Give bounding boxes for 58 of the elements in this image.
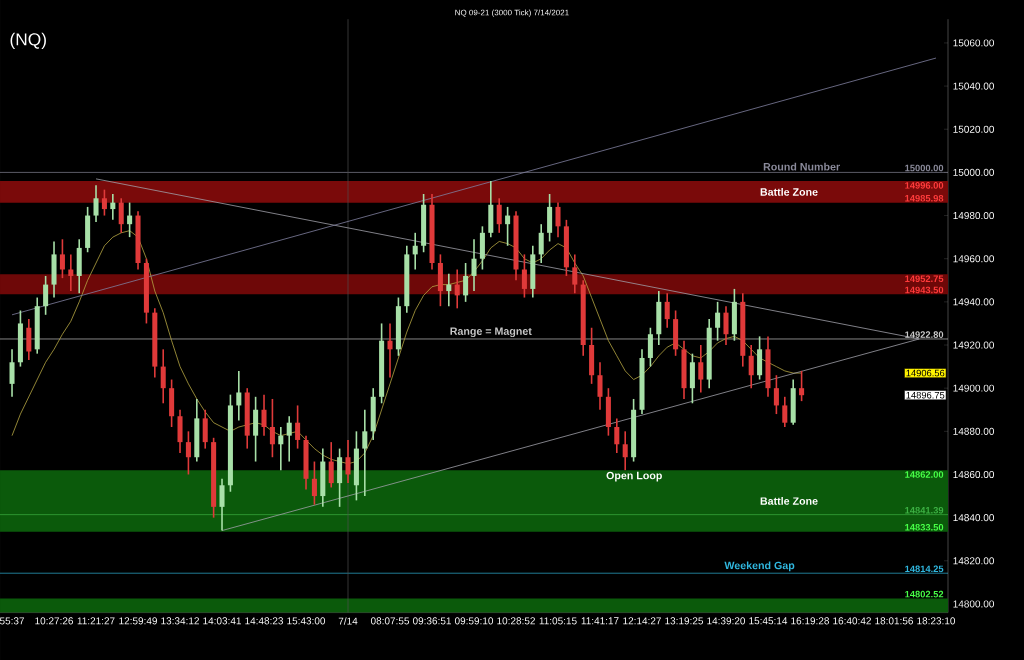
y-tick-label: 14820.00 — [953, 557, 995, 565]
y-tick-label: 14800.00 — [953, 600, 995, 608]
annotation: Open Loop — [606, 471, 662, 482]
y-tick-label: 14840.00 — [953, 514, 995, 522]
y-tick-label: 15060.00 — [953, 39, 995, 47]
y-tick-label: 15040.00 — [953, 82, 995, 90]
ref-line-label: Round Number — [763, 162, 840, 171]
x-tick-label: 16:40:42 — [833, 617, 871, 625]
x-tick-label: 10:28:52 — [497, 617, 535, 625]
x-tick-label: 12:59:49 — [119, 617, 157, 625]
x-tick-label: 15:43:00 — [287, 617, 326, 625]
annotation: 14802.52 — [905, 590, 944, 598]
x-tick-label: 18:23:10 — [917, 617, 956, 625]
annotation: 14952.75 — [905, 275, 944, 283]
x-tick-label: 11:05:15 — [539, 617, 577, 625]
annotation: 14996.00 — [905, 182, 944, 189]
x-tick-label: 11:41:17 — [581, 617, 619, 625]
text: (NQ) — [10, 32, 46, 49]
y-tick-label: 14900.00 — [953, 384, 995, 392]
y-tick-label: 14940.00 — [953, 298, 995, 306]
y-tick-label: 15000.00 — [953, 168, 995, 176]
x-tick-label: 11:21:27 — [77, 617, 115, 625]
x-tick-label: 13:19:25 — [665, 617, 704, 625]
y-tick-label: 14920.00 — [953, 341, 995, 349]
annotation: 14943.50 — [905, 286, 944, 294]
annotation: 14906.56 — [906, 369, 945, 377]
x-tick-label: 13:34:12 — [161, 617, 199, 625]
annotation: 14814.25 — [905, 565, 944, 573]
x-tick-label: 12:14:27 — [623, 617, 661, 625]
chart-subtitle: NQ 09-21 (3000 Tick) 7/14/2021 — [455, 9, 569, 17]
x-tick-label: 09:36:51 — [412, 617, 451, 625]
x-tick-label: 10:27:26 — [35, 617, 74, 625]
annotation: 14841.39 — [905, 506, 944, 514]
x-tick-label: 16:19:28 — [791, 617, 830, 625]
y-tick-label: 14860.00 — [953, 470, 995, 479]
annotation: 14862.00 — [905, 471, 944, 478]
band-label: Battle Zone — [760, 187, 818, 196]
y-tick-label: 14980.00 — [953, 212, 995, 220]
ref-line-label: Range = Magnet — [450, 327, 532, 338]
x-tick-label: 08:07:55 — [370, 617, 410, 625]
x-tick-label: 14:03:41 — [203, 617, 241, 625]
annotation: 14985.98 — [905, 194, 944, 202]
annotation: 15000.00 — [905, 164, 944, 172]
annotation: 14833.50 — [905, 523, 944, 531]
x-tick-label: 15:45:14 — [749, 617, 788, 625]
x-tick-label: 18:01:56 — [875, 617, 914, 625]
x-tick-label: 7/14 — [338, 617, 358, 625]
x-tick-label: 09:59:10 — [454, 617, 494, 625]
x-tick-label: 55:37 — [0, 617, 25, 625]
y-tick-label: 15020.00 — [953, 125, 995, 133]
x-tick-label: 14:39:20 — [707, 617, 746, 625]
y-tick-label: 14880.00 — [953, 427, 995, 435]
y-tick-label: 14960.00 — [953, 255, 995, 263]
x-tick-label: 14:48:23 — [245, 617, 284, 625]
annotation: 14896.75 — [906, 391, 945, 399]
annotation: 14922.80 — [905, 331, 944, 338]
band-label: Battle Zone — [760, 496, 818, 505]
ref-line-label: Weekend Gap — [724, 561, 795, 572]
